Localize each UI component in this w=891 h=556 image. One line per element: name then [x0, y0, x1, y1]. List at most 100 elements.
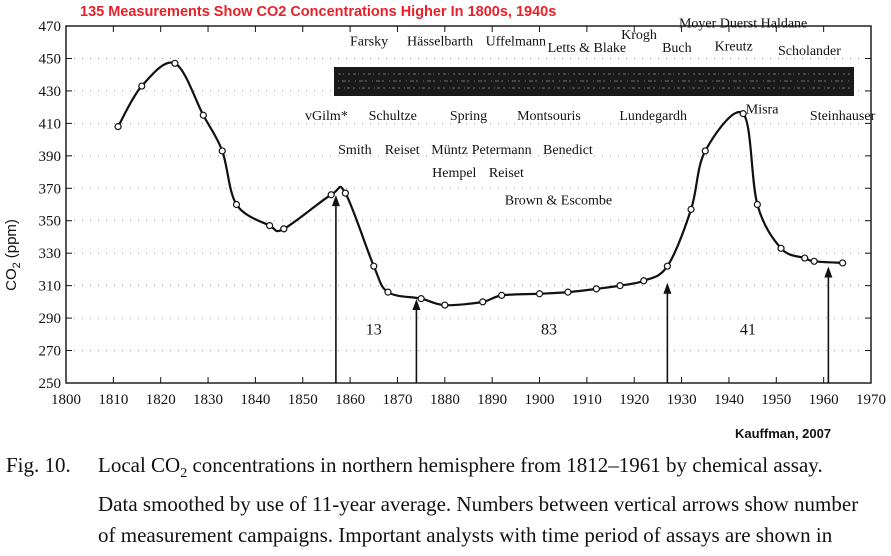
analyst-label: Smith — [338, 143, 371, 158]
data-point — [535, 290, 544, 298]
campaign-arrow-head — [412, 298, 421, 310]
campaign-count: 83 — [541, 321, 557, 338]
data-point — [701, 147, 709, 155]
x-tick-label: 1860 — [335, 392, 365, 408]
plot-frame — [65, 25, 872, 384]
data-point — [498, 291, 506, 299]
data-point — [777, 244, 785, 252]
x-tick-label: 1820 — [146, 392, 176, 408]
y-tick-label: 390 — [39, 149, 62, 165]
y-tick-label: 310 — [39, 279, 62, 295]
axes: 1800 1810 1820 1830 1840 1850 1860 1870 1880 1890… — [39, 19, 887, 408]
chart-title: 135 Measurements Show CO2 Concentrations… — [80, 4, 556, 20]
data-point — [441, 301, 449, 309]
x-tick-label: 1970 — [856, 392, 886, 408]
data-point — [592, 285, 600, 293]
x-tick-label: 1940 — [714, 392, 744, 408]
analyst-label: Montsouris — [517, 109, 581, 124]
analyst-label: Moyer Duerst Haldane — [679, 17, 807, 32]
analyst-label: Brown & Escombe — [505, 194, 612, 209]
analyst-label: Buch — [662, 41, 692, 56]
campaign-count: 13 — [366, 321, 382, 338]
analyst-label: Schultze — [369, 109, 417, 124]
data-point — [171, 59, 179, 67]
campaign-arrow-head — [663, 282, 672, 294]
y-tick-label: 450 — [39, 51, 62, 67]
caption-line-1: Local CO2 concentrations in northern hem… — [98, 450, 888, 489]
y-tick-label: 470 — [39, 19, 62, 35]
analyst-label: Hässelbarth — [407, 34, 473, 49]
y-tick-label: 290 — [39, 311, 62, 327]
x-tick-label: 1900 — [525, 392, 555, 408]
analyst-label: Farsky — [350, 34, 388, 49]
data-point — [341, 189, 349, 197]
y-tick-label: 430 — [39, 84, 62, 100]
x-tick-label: 1890 — [477, 392, 507, 408]
data-point — [232, 200, 241, 209]
analyst-label: Benedict — [543, 143, 593, 158]
analyst-label: Misra — [746, 103, 779, 118]
analyst-labels: Farsky Hässelbarth Uffelmann Letts & BlakeK… — [305, 17, 876, 209]
analyst-label: Müntz — [431, 143, 468, 158]
x-tick-label: 1840 — [240, 392, 270, 408]
analyst-label: Hempel — [432, 166, 476, 181]
campaign-arrow-head — [824, 266, 833, 278]
analyst-label: Steinhauser — [810, 109, 876, 124]
x-tick-label: 1810 — [98, 392, 128, 408]
analyst-label: Uffelmann — [486, 34, 546, 49]
x-tick-label: 1950 — [761, 392, 791, 408]
campaign-arrow-head — [331, 195, 340, 207]
y-tick-label: 410 — [39, 116, 62, 132]
data-point — [199, 111, 207, 119]
y-tick-label: 350 — [39, 214, 62, 230]
y-tick-label: 330 — [39, 246, 62, 262]
x-tick-label: 1850 — [288, 392, 318, 408]
data-point — [384, 288, 392, 296]
redacted-names-texture — [338, 73, 850, 89]
x-tick-label: 1870 — [382, 392, 412, 408]
y-tick-label: 270 — [39, 344, 62, 360]
analyst-label: Scholander — [778, 44, 841, 59]
data-point — [753, 200, 761, 209]
data-point — [838, 259, 847, 267]
data-point — [280, 225, 288, 233]
data-point — [810, 257, 818, 265]
data-point — [218, 147, 226, 155]
y-axis-label-sub: 2 — [11, 262, 23, 268]
data-point — [479, 298, 487, 306]
y-axis-label: CO2 (ppm) — [3, 219, 23, 291]
svg-text:CO2(ppm): CO2 (ppm) — [3, 219, 23, 291]
x-tick-label: 1800 — [51, 392, 81, 408]
credit-label: Kauffman, 2007 — [735, 426, 832, 441]
analyst-label: Letts & Blake — [548, 41, 627, 56]
data-point — [616, 282, 624, 290]
data-point — [327, 191, 335, 199]
data-point — [417, 295, 425, 303]
data-point — [663, 262, 671, 270]
co2-chart: 135 Measurements Show CO2 Concentrations… — [3, 4, 887, 408]
campaign-counts: 13 83 41 — [366, 321, 756, 338]
series-line — [117, 61, 843, 307]
data-point — [801, 254, 809, 262]
x-tick-label: 1930 — [667, 392, 697, 408]
analyst-label: Spring — [450, 109, 487, 124]
data-point — [370, 262, 378, 270]
data-point — [266, 221, 274, 230]
caption-line-1-rest: concentrations in northern hemisphere fr… — [187, 453, 823, 477]
x-tick-label: 1920 — [619, 392, 649, 408]
x-tick-label: 1960 — [809, 392, 839, 408]
caption-line-1-start: Local CO — [98, 453, 181, 477]
analyst-label: Krogh — [621, 28, 657, 43]
y-tick-label: 250 — [39, 376, 62, 392]
data-point — [114, 123, 122, 131]
co2-series — [114, 59, 847, 309]
x-tick-label: 1910 — [572, 392, 602, 408]
y-axis-label-main: CO — [3, 268, 20, 291]
analyst-label: Reiset — [385, 143, 420, 158]
campaign-count: 41 — [740, 321, 756, 338]
analyst-label: vGilm* — [305, 109, 348, 124]
analyst-label: Lundegardh — [619, 109, 687, 124]
data-point — [739, 110, 747, 118]
analyst-label: Kreutz — [715, 39, 753, 54]
caption-line-2: Data smoothed by use of 11-year average.… — [98, 492, 859, 517]
